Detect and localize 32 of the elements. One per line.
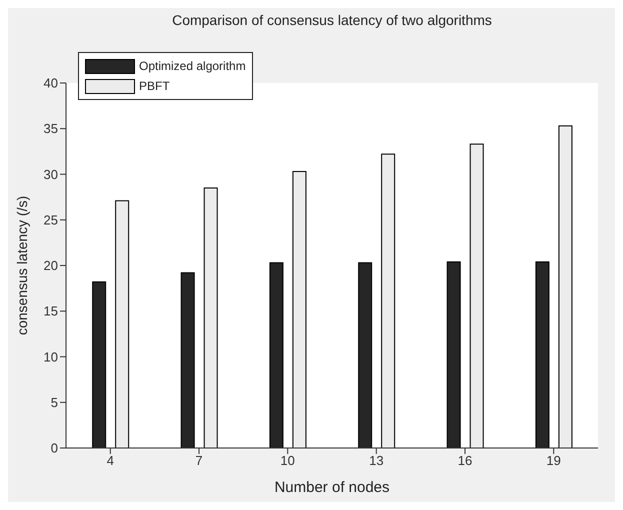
x-tick-label: 19 bbox=[546, 453, 561, 468]
bar bbox=[358, 262, 372, 448]
x-tick-label: 7 bbox=[195, 453, 203, 468]
y-tick-label: 5 bbox=[50, 394, 58, 410]
bar bbox=[115, 200, 130, 448]
y-tick-label: 35 bbox=[44, 121, 58, 136]
x-axis-title: Number of nodes bbox=[274, 479, 390, 496]
y-tick-label: 20 bbox=[44, 258, 58, 274]
y-tick-label: 30 bbox=[44, 166, 58, 182]
x-tick-label: 4 bbox=[106, 453, 114, 468]
bar bbox=[180, 272, 195, 448]
bar bbox=[558, 125, 572, 448]
chart-title: Comparison of consensus latency of two algorithms bbox=[171, 12, 493, 28]
bar bbox=[92, 281, 106, 448]
y-tick-label: 25 bbox=[44, 212, 58, 228]
bar bbox=[535, 261, 550, 448]
y-axis-title: consensus latency (/s) bbox=[14, 196, 30, 336]
x-tick-label: 10 bbox=[280, 453, 295, 468]
bar bbox=[470, 144, 484, 448]
bar bbox=[292, 171, 306, 448]
x-tick-label: 16 bbox=[458, 453, 472, 468]
y-tick-label: 15 bbox=[44, 304, 58, 319]
y-tick-label: 10 bbox=[44, 349, 58, 364]
y-tick-label: 40 bbox=[44, 76, 58, 91]
x-tick-label: 13 bbox=[369, 453, 384, 468]
legend-label: PBFT bbox=[138, 78, 171, 95]
bar bbox=[446, 261, 461, 448]
bar bbox=[269, 262, 284, 448]
bar bbox=[381, 154, 396, 448]
legend-label: Optimized algorithm bbox=[138, 58, 246, 75]
y-tick-label: 0 bbox=[50, 440, 58, 456]
bar bbox=[204, 187, 218, 448]
